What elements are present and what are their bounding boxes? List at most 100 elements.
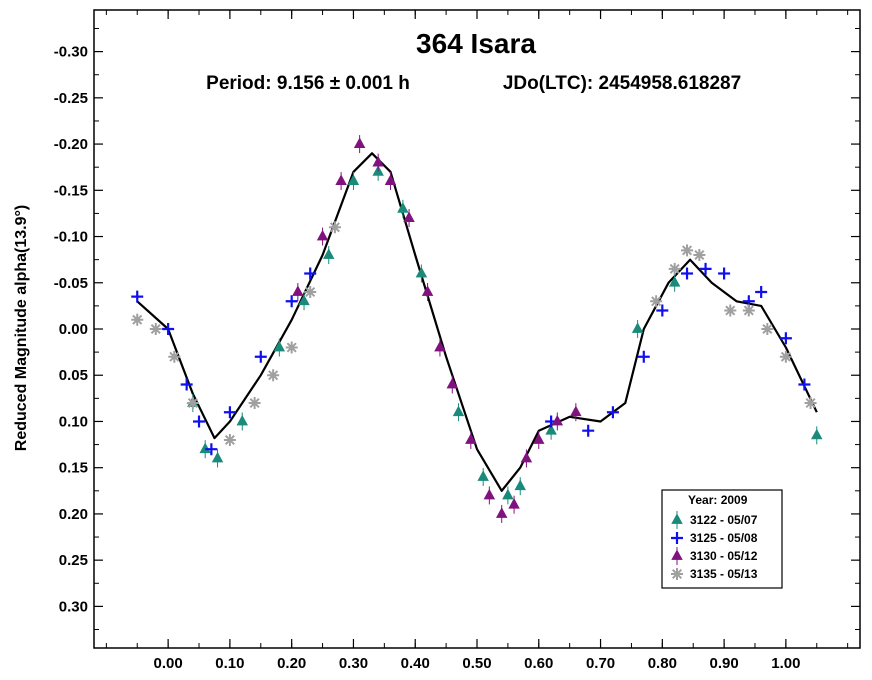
data-point-series-3 xyxy=(186,396,199,409)
data-point-series-3 xyxy=(742,304,755,317)
y-tick-label: 0.00 xyxy=(59,321,88,338)
data-point-series-0 xyxy=(236,412,248,431)
data-point-series-1 xyxy=(656,304,669,317)
data-point-series-3 xyxy=(650,295,663,308)
data-point-series-3 xyxy=(668,262,681,275)
chart-title: 364 Isara xyxy=(416,28,536,59)
data-point-series-3 xyxy=(248,396,261,409)
data-point-series-1 xyxy=(718,267,731,280)
data-point-series-3 xyxy=(223,433,236,446)
y-tick-label: 0.20 xyxy=(59,506,88,523)
data-point-series-0 xyxy=(452,403,465,422)
data-point-series-1 xyxy=(637,350,650,363)
data-point-series-1 xyxy=(755,286,768,299)
legend-marker-0 xyxy=(671,511,683,529)
y-tick-label: -0.30 xyxy=(54,44,88,61)
data-point-series-3 xyxy=(779,350,792,363)
data-point-series-3 xyxy=(693,249,706,262)
y-tick-label: -0.05 xyxy=(54,275,88,292)
y-tick-label: -0.25 xyxy=(54,90,88,107)
data-point-series-0 xyxy=(811,426,823,445)
legend-entry-3130: 3130 - 05/12 xyxy=(690,549,758,563)
x-tick-label: 0.90 xyxy=(709,655,738,672)
data-point-series-2 xyxy=(292,283,304,302)
data-point-series-1 xyxy=(798,378,811,391)
data-point-series-1 xyxy=(582,424,595,437)
x-tick-label: 0.10 xyxy=(215,655,244,672)
data-point-series-0 xyxy=(298,292,310,311)
data-point-series-1 xyxy=(223,406,236,419)
data-point-series-3 xyxy=(149,323,162,335)
x-tick-label: 0.70 xyxy=(586,655,615,672)
data-point-series-3 xyxy=(761,323,774,335)
data-point-series-2 xyxy=(495,504,508,523)
data-point-series-0 xyxy=(397,199,409,218)
x-tick-label: 0.00 xyxy=(154,655,183,672)
x-tick-label: 0.80 xyxy=(648,655,677,672)
y-tick-label: -0.10 xyxy=(54,229,88,246)
data-point-series-3 xyxy=(304,286,317,299)
data-point-series-0 xyxy=(415,264,428,283)
x-tick-label: 0.40 xyxy=(401,655,430,672)
legend-entry-3135: 3135 - 05/13 xyxy=(690,567,758,581)
data-point-series-0 xyxy=(502,486,514,505)
data-point-series-0 xyxy=(273,338,286,357)
data-points xyxy=(131,135,823,523)
data-point-series-2 xyxy=(335,172,347,191)
data-point-series-0 xyxy=(514,477,526,496)
x-tick-label: 1.00 xyxy=(771,655,800,672)
x-tick-label: 0.60 xyxy=(524,655,553,672)
data-point-series-2 xyxy=(316,227,329,246)
data-point-series-2 xyxy=(403,209,415,228)
legend-marker-1 xyxy=(671,532,683,544)
data-point-series-2 xyxy=(446,375,459,394)
x-tick-label: 0.20 xyxy=(277,655,306,672)
data-point-series-1 xyxy=(285,295,298,308)
y-axis-label: Reduced Magnitude alpha(13.9°) xyxy=(13,205,30,451)
data-point-series-3 xyxy=(804,396,817,409)
data-point-series-2 xyxy=(533,430,545,449)
y-tick-label: 0.10 xyxy=(59,413,88,430)
data-point-series-3 xyxy=(168,350,181,363)
fit-curve xyxy=(136,152,818,492)
data-point-series-2 xyxy=(421,283,434,302)
data-point-series-0 xyxy=(347,172,360,191)
data-point-series-2 xyxy=(520,449,533,468)
x-tick-label: 0.50 xyxy=(462,655,491,672)
data-point-series-3 xyxy=(681,244,694,257)
data-point-series-1 xyxy=(180,378,193,391)
data-point-series-1 xyxy=(205,443,218,456)
y-tick-label: -0.20 xyxy=(54,136,88,153)
data-point-series-3 xyxy=(267,369,280,382)
data-point-series-2 xyxy=(434,338,446,357)
data-point-series-1 xyxy=(162,323,175,335)
data-point-series-1 xyxy=(699,262,712,275)
legend: Year: 2009 3122 - 05/07 3125 - 05/08 313… xyxy=(661,489,783,589)
data-point-series-1 xyxy=(193,415,206,428)
data-point-series-0 xyxy=(477,467,489,486)
data-point-series-2 xyxy=(483,486,496,505)
x-tick-label: 0.30 xyxy=(339,655,368,672)
data-point-series-2 xyxy=(384,172,397,191)
y-tick-label: 0.25 xyxy=(59,552,88,569)
data-point-series-3 xyxy=(285,341,298,354)
y-tick-label: 0.15 xyxy=(59,460,88,477)
data-point-series-1 xyxy=(606,406,619,419)
axis-ticks: 0.00 0.10 0.20 0.30 0.40 0.50 0.60 0.70 0.80 0.90… xyxy=(54,10,860,672)
data-point-series-2 xyxy=(551,412,564,431)
data-point-series-2 xyxy=(372,153,384,172)
fit-curve-line xyxy=(136,152,818,492)
data-point-series-3 xyxy=(131,313,144,326)
data-point-series-0 xyxy=(211,449,224,468)
data-point-series-0 xyxy=(631,320,644,338)
data-point-series-2 xyxy=(508,495,520,514)
data-point-series-3 xyxy=(724,304,737,317)
data-point-series-1 xyxy=(779,332,792,345)
data-point-series-3 xyxy=(328,221,341,234)
legend-marker-2 xyxy=(671,547,683,565)
data-point-series-1 xyxy=(131,290,144,303)
data-point-series-0 xyxy=(199,440,211,459)
data-point-series-2 xyxy=(465,430,477,449)
y-tick-label: 0.30 xyxy=(59,598,88,615)
